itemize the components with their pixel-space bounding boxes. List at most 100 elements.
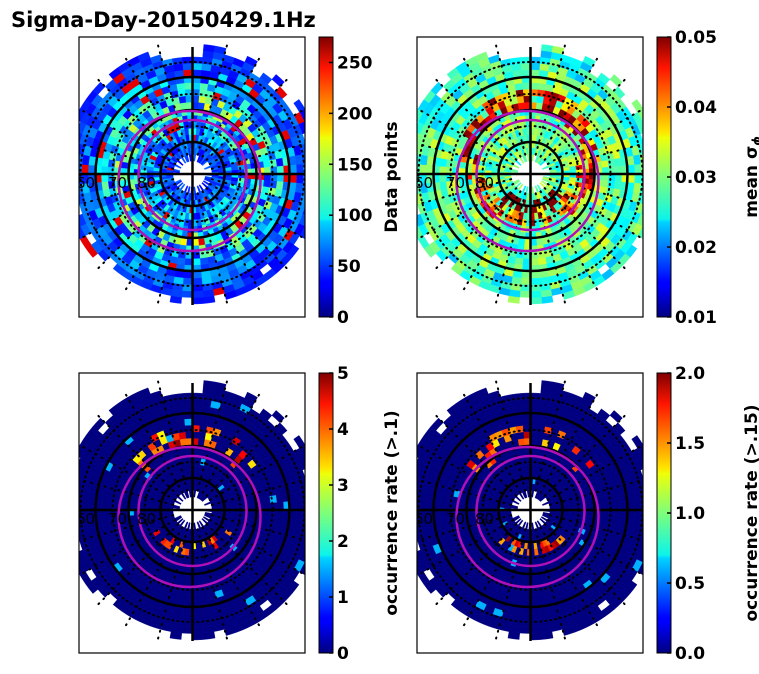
heatmap-cell bbox=[512, 163, 520, 169]
heatmap-cell bbox=[269, 180, 277, 189]
heatmap-cell bbox=[530, 399, 541, 407]
heatmap-cell bbox=[199, 250, 208, 259]
heatmap-cell bbox=[644, 142, 653, 154]
dotted-mlt-line bbox=[208, 519, 305, 577]
colorbar-tick-label: 0.02 bbox=[675, 238, 717, 258]
dotted-mlt-line bbox=[79, 514, 175, 542]
heatmap-cell bbox=[647, 499, 654, 510]
colorbar-tick-label: 1 bbox=[337, 588, 349, 608]
dotted-mlt-line bbox=[196, 528, 229, 642]
heatmap-cell bbox=[407, 153, 415, 164]
dotted-mlt-line bbox=[96, 77, 180, 161]
heatmap-cell bbox=[204, 178, 212, 183]
colorbar-tick-label: 0 bbox=[337, 644, 349, 664]
heatmap-cell bbox=[176, 419, 186, 428]
heatmap-cell bbox=[69, 489, 77, 500]
heatmap-cell bbox=[269, 495, 277, 504]
heatmap-cell bbox=[607, 495, 615, 504]
dotted-mlt-line bbox=[548, 514, 643, 542]
colorbar-label: Data points bbox=[382, 121, 402, 232]
heatmap-cell bbox=[176, 83, 186, 92]
dotted-mlt-line bbox=[543, 77, 627, 161]
heatmap-cell bbox=[79, 201, 80, 205]
latitude-label: 80 bbox=[137, 510, 156, 528]
dotted-mlt-line bbox=[539, 56, 599, 158]
dotted-mlt-line bbox=[196, 192, 229, 306]
heatmap-cell bbox=[633, 164, 642, 175]
auroral-oval-poleward bbox=[137, 454, 248, 568]
heatmap-cell bbox=[515, 425, 524, 434]
heatmap-cell bbox=[185, 490, 190, 499]
auroral-oval-poleward bbox=[475, 454, 586, 568]
heatmap-cell bbox=[537, 419, 547, 428]
heatmap-cell bbox=[179, 519, 186, 527]
heatmap-cell bbox=[192, 632, 205, 641]
dotted-mlt-line bbox=[494, 378, 527, 492]
heatmap-cell bbox=[63, 163, 70, 174]
heatmap-cell bbox=[633, 500, 642, 511]
colorbar-tick-label: 0.05 bbox=[675, 28, 717, 48]
heatmap-cell bbox=[63, 510, 70, 521]
dotted-mlt-line bbox=[534, 378, 567, 492]
heatmap-cell bbox=[308, 153, 316, 164]
axes-frame bbox=[416, 36, 644, 318]
auroral-oval-poleward bbox=[475, 118, 586, 232]
heatmap-cell bbox=[647, 174, 654, 185]
dotted-mlt-line bbox=[534, 528, 567, 642]
heatmap-cell bbox=[275, 493, 284, 503]
heatmap-cell bbox=[173, 168, 181, 172]
heatmap-cell bbox=[63, 499, 70, 510]
heatmap-cell bbox=[523, 154, 528, 163]
heatmap-cell bbox=[600, 160, 609, 168]
dotted-mlt-line bbox=[548, 478, 643, 506]
dotted-mlt-line bbox=[201, 392, 261, 494]
dotted-mlt-line bbox=[417, 443, 515, 501]
heatmap-cell bbox=[196, 185, 202, 193]
heatmap-cell bbox=[182, 63, 193, 71]
heatmap-cell bbox=[67, 206, 77, 218]
latitude-label: 70 bbox=[446, 174, 465, 192]
heatmap-cell bbox=[537, 586, 546, 595]
heatmap-cell bbox=[69, 153, 77, 164]
heatmap-cell bbox=[308, 489, 316, 500]
colorbar-tick-label: 4 bbox=[337, 420, 349, 440]
latitude-label: 80 bbox=[137, 174, 156, 192]
heatmap-cell bbox=[531, 186, 535, 194]
heatmap-cell bbox=[537, 592, 547, 601]
latitude-label: 60 bbox=[76, 510, 95, 528]
heatmap-cell bbox=[535, 573, 544, 582]
heatmap-cell bbox=[69, 163, 76, 174]
heatmap-cell bbox=[176, 256, 186, 265]
heatmap-cell bbox=[537, 250, 546, 259]
auroral-oval-equatorward bbox=[455, 445, 600, 589]
dotted-mlt-line bbox=[201, 56, 261, 158]
latitude-label: 60 bbox=[76, 174, 95, 192]
heatmap-cell bbox=[537, 83, 547, 92]
heatmap-cell bbox=[183, 521, 189, 529]
dotted-mlt-line bbox=[79, 478, 175, 506]
dotted-mlt-line bbox=[434, 413, 518, 497]
heatmap-cell bbox=[199, 592, 209, 601]
heatmap-cell bbox=[69, 510, 76, 521]
latitude-label: 60 bbox=[414, 174, 433, 192]
heatmap-cell bbox=[537, 256, 547, 265]
dotted-mlt-line bbox=[534, 42, 567, 156]
heatmap-cell bbox=[295, 164, 304, 175]
heatmap-cell bbox=[534, 185, 540, 193]
heatmap-cell bbox=[542, 514, 550, 519]
heatmap-cell bbox=[407, 184, 415, 195]
heatmap-cell bbox=[607, 180, 615, 189]
heatmap-cell bbox=[607, 516, 615, 525]
dotted-mlt-line bbox=[462, 392, 522, 494]
dotted-mlt-line bbox=[417, 107, 515, 165]
heatmap-cell bbox=[539, 182, 546, 189]
heatmap-cell bbox=[295, 509, 304, 520]
dotted-mlt-line bbox=[546, 107, 643, 165]
heatmap-cell bbox=[633, 509, 642, 520]
heatmap-cell bbox=[542, 501, 550, 506]
heatmap-cell bbox=[192, 399, 203, 407]
heatmap-cell bbox=[525, 186, 529, 194]
heatmap-cell bbox=[531, 490, 535, 498]
